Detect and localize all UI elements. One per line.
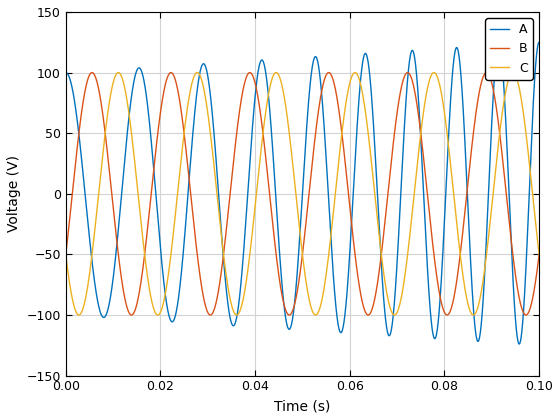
- B: [243, 74, 250, 79]
- B: [246, 70, 253, 75]
- B: [62, 252, 69, 257]
- Line: C: C: [66, 73, 539, 315]
- A: [62, 70, 69, 75]
- C: [452, 205, 459, 210]
- C: [352, 70, 358, 75]
- A: [243, 207, 250, 213]
- C: [347, 81, 353, 86]
- X-axis label: Time (s): Time (s): [274, 399, 330, 413]
- Legend: A, B, C: A, B, C: [486, 18, 533, 80]
- A: [536, 40, 543, 45]
- B: [148, 186, 155, 192]
- C: [536, 252, 543, 257]
- A: [346, 253, 353, 258]
- C: [416, 145, 422, 150]
- B: [370, 301, 377, 306]
- B: [347, 204, 353, 209]
- Y-axis label: Voltage (V): Voltage (V): [7, 155, 21, 232]
- A: [370, 124, 377, 129]
- C: [244, 276, 250, 281]
- Line: A: A: [66, 42, 539, 344]
- C: [148, 299, 155, 304]
- A: [516, 341, 522, 346]
- A: [451, 50, 458, 55]
- Line: B: B: [66, 73, 539, 315]
- C: [370, 182, 377, 187]
- A: [148, 144, 155, 149]
- A: [416, 105, 422, 110]
- C: [62, 252, 69, 257]
- B: [416, 117, 422, 122]
- B: [444, 312, 450, 318]
- B: [536, 252, 543, 257]
- B: [452, 289, 459, 294]
- C: [155, 312, 161, 318]
